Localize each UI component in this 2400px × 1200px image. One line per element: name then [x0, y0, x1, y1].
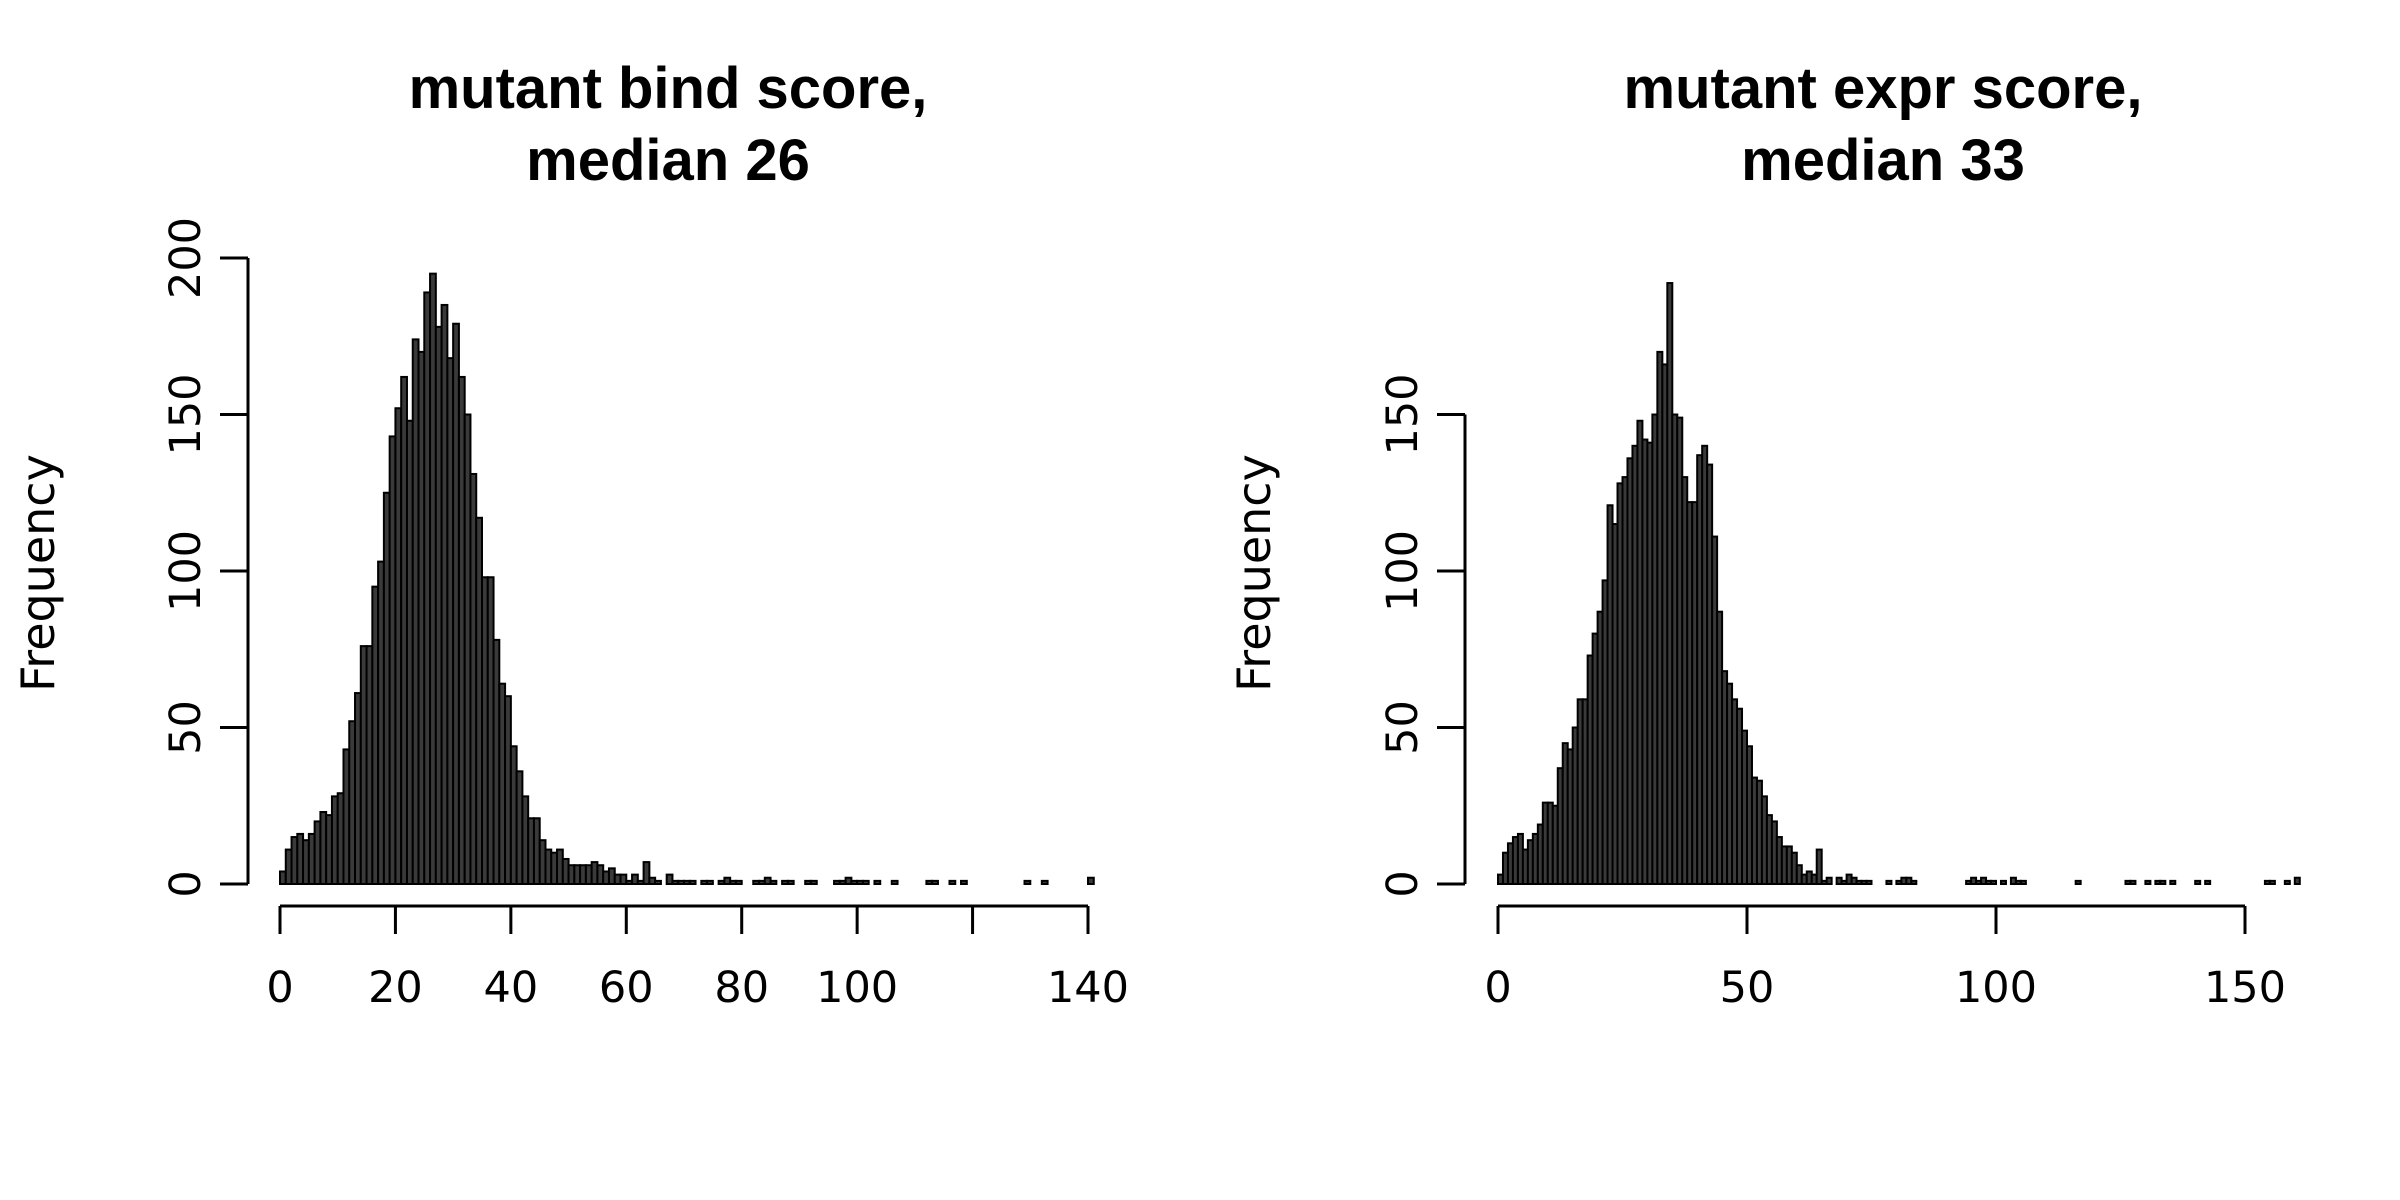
y-tick-label: 100 — [161, 530, 211, 612]
histogram-bar — [769, 879, 778, 885]
y-tick-label: 50 — [161, 700, 211, 755]
histogram-bar — [1825, 876, 1833, 885]
histogram-bar — [2129, 879, 2137, 885]
x-axis: 0 20 40 60 80 100 140 — [266, 904, 1129, 1013]
y-axis: 0 50 100 150 200 — [161, 217, 250, 898]
histogram-bar — [1910, 879, 1918, 885]
x-tick-label: 140 — [1047, 963, 1129, 1013]
histogram-bar — [1885, 879, 1893, 885]
histogram-bar — [619, 873, 628, 885]
x-tick-label: 60 — [599, 963, 654, 1013]
x-tick-label: 80 — [714, 963, 769, 1013]
histogram-bar — [631, 873, 639, 885]
bars — [1497, 282, 2301, 886]
histogram-bar — [706, 879, 714, 885]
histogram-bar — [2169, 879, 2177, 885]
panel-expr-score: mutant expr score, median 33 Frequency 0… — [1227, 56, 2301, 1013]
y-tick-label: 100 — [1378, 530, 1428, 612]
y-tick-label: 50 — [1378, 700, 1428, 755]
histogram-bar — [2019, 879, 2027, 885]
x-axis: 0 50 100 150 — [1484, 904, 2286, 1013]
histogram-bar — [960, 879, 968, 885]
chart-title-line2: median 33 — [1741, 128, 2025, 193]
histogram-bar — [2283, 879, 2291, 885]
x-tick-label: 100 — [816, 963, 898, 1013]
y-tick-label: 150 — [1378, 373, 1428, 455]
histogram-bar — [2268, 879, 2276, 885]
x-tick-label: 0 — [1484, 963, 1511, 1013]
histogram-bar — [1990, 879, 1998, 885]
x-tick-label: 150 — [2204, 963, 2286, 1013]
histogram-bar — [1999, 879, 2007, 885]
histogram-bar — [931, 879, 939, 885]
x-tick-label: 100 — [1955, 963, 2037, 1013]
histogram-bar — [1865, 879, 1873, 885]
histogram-bar — [2204, 879, 2212, 885]
histogram-bar — [1087, 876, 1095, 885]
x-tick-label: 40 — [483, 963, 538, 1013]
bars — [279, 272, 1095, 886]
histogram-bar — [786, 879, 795, 885]
histogram-bar — [1815, 848, 1823, 886]
x-tick-label: 0 — [266, 963, 293, 1013]
histogram-bar — [688, 879, 697, 885]
histogram-bar — [861, 879, 870, 885]
histogram-bar — [642, 861, 651, 886]
x-tick-label: 20 — [368, 963, 423, 1013]
chart-title-line2: median 26 — [526, 128, 810, 193]
histogram-bar — [665, 873, 674, 885]
y-axis-label: Frequency — [11, 454, 65, 692]
panel-bind-score: mutant bind score, median 26 Frequency 0… — [11, 56, 1129, 1013]
y-tick-label: 200 — [161, 217, 211, 299]
y-axis-label: Frequency — [1227, 454, 1281, 692]
histogram-bar — [2074, 879, 2082, 885]
histogram-bar — [948, 879, 957, 885]
histogram-bar — [734, 879, 743, 885]
histogram-bar — [2144, 879, 2152, 885]
chart-title-line1: mutant expr score, — [1624, 56, 2143, 121]
histogram-bar — [890, 879, 899, 885]
chart-title-line1: mutant bind score, — [409, 56, 928, 121]
histogram-bar — [809, 879, 818, 885]
y-tick-label: 0 — [1378, 870, 1428, 897]
histogram-bar — [2159, 879, 2167, 885]
histogram-bar — [2293, 876, 2301, 885]
histogram-bar — [1040, 879, 1049, 885]
y-tick-label: 150 — [161, 373, 211, 455]
histogram-bar — [654, 879, 662, 885]
y-tick-label: 0 — [161, 870, 211, 897]
histogram-bar — [1023, 879, 1032, 885]
y-axis: 0 50 100 150 — [1378, 373, 1467, 898]
histogram-bar — [2194, 879, 2202, 885]
histogram-bar — [873, 879, 882, 885]
x-tick-label: 50 — [1720, 963, 1775, 1013]
